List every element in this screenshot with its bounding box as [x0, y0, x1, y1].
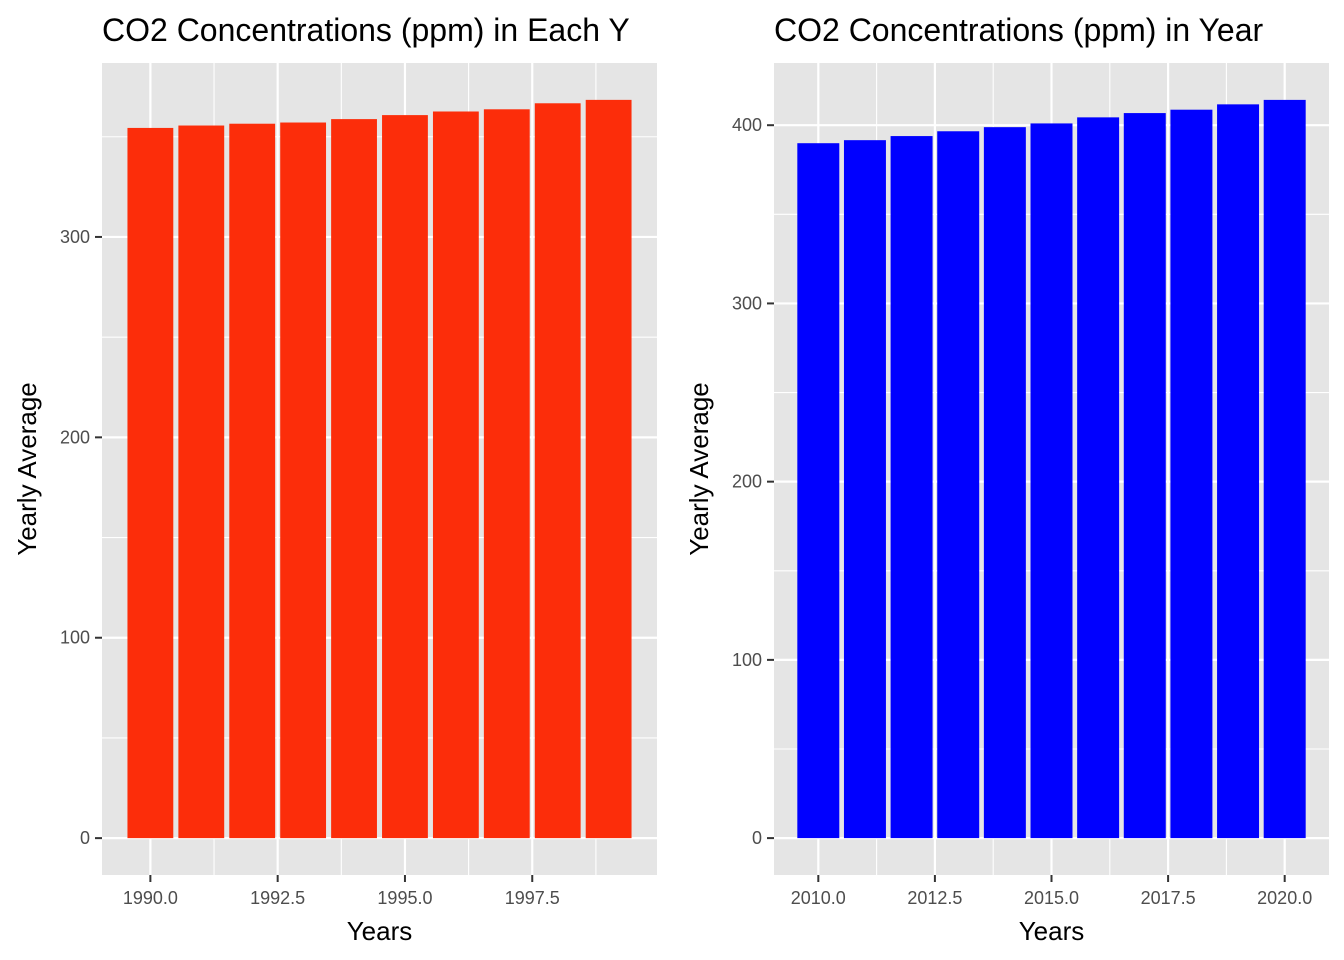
y-tick-label: 400: [732, 115, 762, 135]
x-tick-label: 1990.0: [123, 888, 178, 908]
bar-1998: [534, 103, 581, 839]
x-tick-label: 2015.0: [1024, 888, 1079, 908]
bar-2014: [983, 127, 1026, 839]
bar-2018: [1170, 109, 1213, 839]
plot-title: CO2 Concentrations (ppm) in Each Y: [102, 12, 630, 48]
bar-1999: [585, 99, 632, 839]
bar-1997: [483, 109, 530, 839]
bar-1993: [280, 122, 327, 839]
x-tick-label: 2017.5: [1141, 888, 1196, 908]
x-tick-label: 2012.5: [907, 888, 962, 908]
bar-2019: [1217, 104, 1260, 839]
bar-2013: [937, 131, 980, 839]
bar-2010: [797, 143, 840, 839]
bar-2017: [1123, 113, 1166, 839]
y-tick-label: 200: [732, 472, 762, 492]
bar-1995: [382, 115, 428, 839]
bar-2012: [890, 136, 933, 839]
y-axis-title: Yearly Average: [684, 382, 714, 555]
bar-1994: [331, 119, 377, 839]
x-tick-label: 1997.5: [505, 888, 560, 908]
bar-2016: [1077, 117, 1120, 839]
y-tick-label: 300: [732, 293, 762, 313]
bar-1996: [432, 111, 479, 839]
x-tick-label: 1992.5: [250, 888, 305, 908]
bar-2020: [1263, 99, 1306, 839]
bar-1992: [229, 123, 276, 839]
x-tick-label: 2020.0: [1257, 888, 1312, 908]
y-tick-label: 0: [752, 828, 762, 848]
chart-right: 0 100 200 300 400 2010.0 2012.5 2015.0 2017.5 202…: [684, 12, 1329, 946]
x-tick-label: 1995.0: [377, 888, 432, 908]
y-axis-title: Yearly Average: [12, 382, 42, 555]
y-tick-label: 100: [60, 628, 90, 648]
chart-left: 0 100 200 300 1990.0 1992.5 1995.0 1997.5 Years Y…: [12, 12, 657, 946]
y-tick-label: 200: [60, 427, 90, 447]
x-axis-title: Years: [347, 916, 413, 946]
bar-1991: [178, 125, 225, 839]
x-axis-title: Years: [1019, 916, 1085, 946]
x-tick-label: 2010.0: [791, 888, 846, 908]
bar-2011: [843, 140, 886, 839]
y-tick-label: 0: [80, 828, 90, 848]
bar-2015: [1030, 123, 1073, 839]
bar-1990: [127, 127, 174, 839]
y-tick-label: 300: [60, 227, 90, 247]
y-tick-label: 100: [732, 650, 762, 670]
plot-title: CO2 Concentrations (ppm) in Year: [774, 12, 1263, 48]
